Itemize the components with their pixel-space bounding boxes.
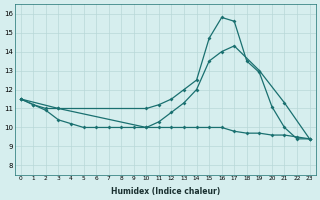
X-axis label: Humidex (Indice chaleur): Humidex (Indice chaleur) bbox=[111, 187, 220, 196]
